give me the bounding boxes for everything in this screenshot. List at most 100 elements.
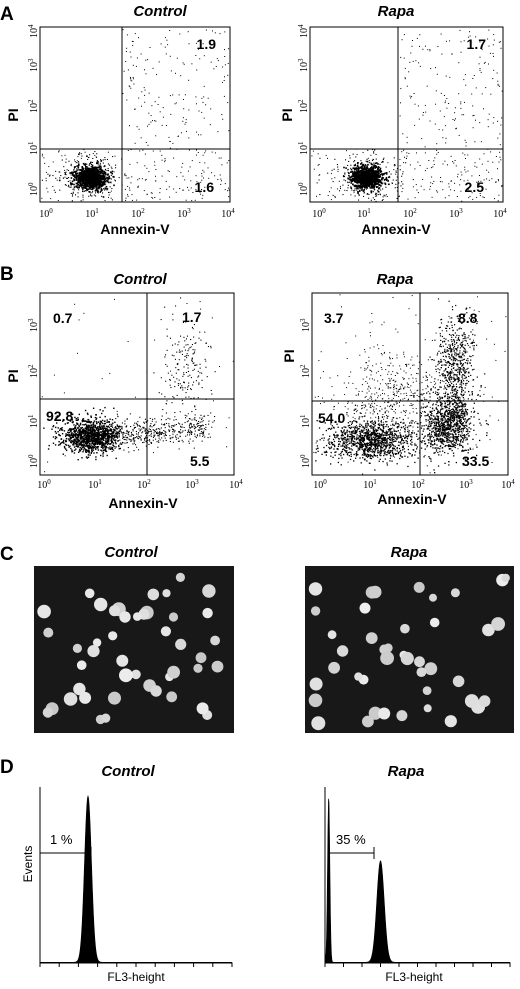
scatter-point (360, 187, 362, 189)
scatter-point (65, 184, 67, 186)
scatter-point (70, 447, 72, 450)
scatter-point (77, 440, 79, 442)
scatter-point (98, 174, 101, 177)
scatter-point (68, 446, 70, 448)
scatter-point (135, 422, 137, 424)
scatter-point (377, 186, 379, 188)
scatter-point (59, 434, 61, 437)
scatter-point (176, 176, 178, 178)
scatter-point (96, 174, 98, 176)
scatter-point (396, 168, 398, 170)
scatter-point (89, 184, 92, 187)
scatter-point (79, 431, 81, 434)
scatter-point (44, 162, 46, 164)
scatter-point (63, 177, 65, 179)
scatter-point (48, 444, 50, 447)
scatter-point (378, 167, 380, 169)
scatter-point (91, 432, 94, 434)
scatter-point (81, 166, 83, 168)
scatter-point (430, 68, 432, 70)
scatter-point (440, 177, 442, 178)
scatter-point (73, 174, 76, 177)
scatter-point (85, 438, 87, 440)
scatter-point (115, 442, 117, 445)
scatter-point (90, 426, 93, 428)
scatter-point (358, 185, 361, 188)
scatter-point (91, 195, 93, 197)
scatter-point (219, 174, 221, 176)
scatter-point (111, 447, 114, 449)
scatter-point (361, 173, 363, 175)
scatter-point (458, 134, 460, 136)
scatter-point (89, 184, 91, 186)
scatter-point (87, 175, 89, 177)
scatter-point (363, 189, 365, 191)
scatter-point (204, 186, 206, 188)
scatter-point (347, 164, 349, 166)
scatter-point (493, 34, 495, 36)
scatter-point (475, 87, 477, 89)
scatter-point (71, 173, 73, 175)
scatter-point (452, 119, 454, 120)
scatter-point (58, 441, 60, 443)
scatter-point (331, 169, 333, 171)
scatter-point (113, 184, 115, 187)
scatter-point (94, 434, 96, 437)
scatter-point (127, 431, 129, 433)
scatter-point (370, 170, 372, 172)
scatter-point (471, 192, 473, 194)
scatter-point (78, 451, 80, 453)
scatter-point (367, 179, 369, 182)
scatter-point (227, 190, 229, 192)
scatter-point (497, 200, 499, 202)
scatter-point (88, 446, 90, 448)
scatter-point (83, 149, 85, 151)
scatter-point (63, 166, 65, 168)
scatter-point (129, 187, 130, 189)
scatter-point (148, 112, 150, 114)
scatter-point (126, 34, 128, 36)
scatter-point (379, 180, 382, 182)
scatter-point (154, 161, 156, 163)
scatter-point (72, 444, 74, 446)
scatter-point (95, 434, 98, 436)
scatter-point (469, 31, 470, 33)
scatter-point (365, 168, 368, 171)
scatter-point (102, 438, 105, 440)
scatter-point (172, 313, 174, 315)
scatter-point (383, 182, 385, 184)
scatter-point (170, 113, 172, 115)
scatter-point (371, 175, 373, 177)
scatter-point (212, 186, 214, 188)
scatter-point (76, 431, 79, 433)
scatter-point (188, 43, 190, 45)
scatter-point (90, 415, 92, 417)
scatter-point (130, 87, 132, 89)
scatter-point (46, 187, 48, 189)
scatter-point (94, 168, 96, 170)
scatter-point (378, 187, 380, 190)
scatter-point (89, 445, 92, 448)
scatter-point (377, 177, 379, 179)
scatter-point (116, 410, 118, 412)
x-tick: 102 (403, 207, 417, 220)
scatter-point (160, 319, 162, 321)
scatter-point (180, 425, 182, 427)
scatter-point (108, 194, 110, 196)
scatter-point (92, 449, 95, 451)
scatter-point (473, 75, 475, 76)
scatter-point (124, 420, 126, 422)
scatter-point (147, 59, 149, 61)
scatter-point (368, 160, 370, 162)
scatter-point (385, 176, 388, 179)
scatter-point (88, 177, 91, 179)
scatter-point (139, 425, 141, 427)
scatter-point (366, 174, 368, 176)
scatter-point (106, 188, 109, 190)
scatter-point (499, 41, 501, 43)
scatter-point (394, 187, 396, 189)
scatter-point (385, 178, 387, 181)
scatter-point (84, 182, 87, 184)
scatter-point (364, 180, 367, 183)
scatter-point (132, 41, 134, 42)
